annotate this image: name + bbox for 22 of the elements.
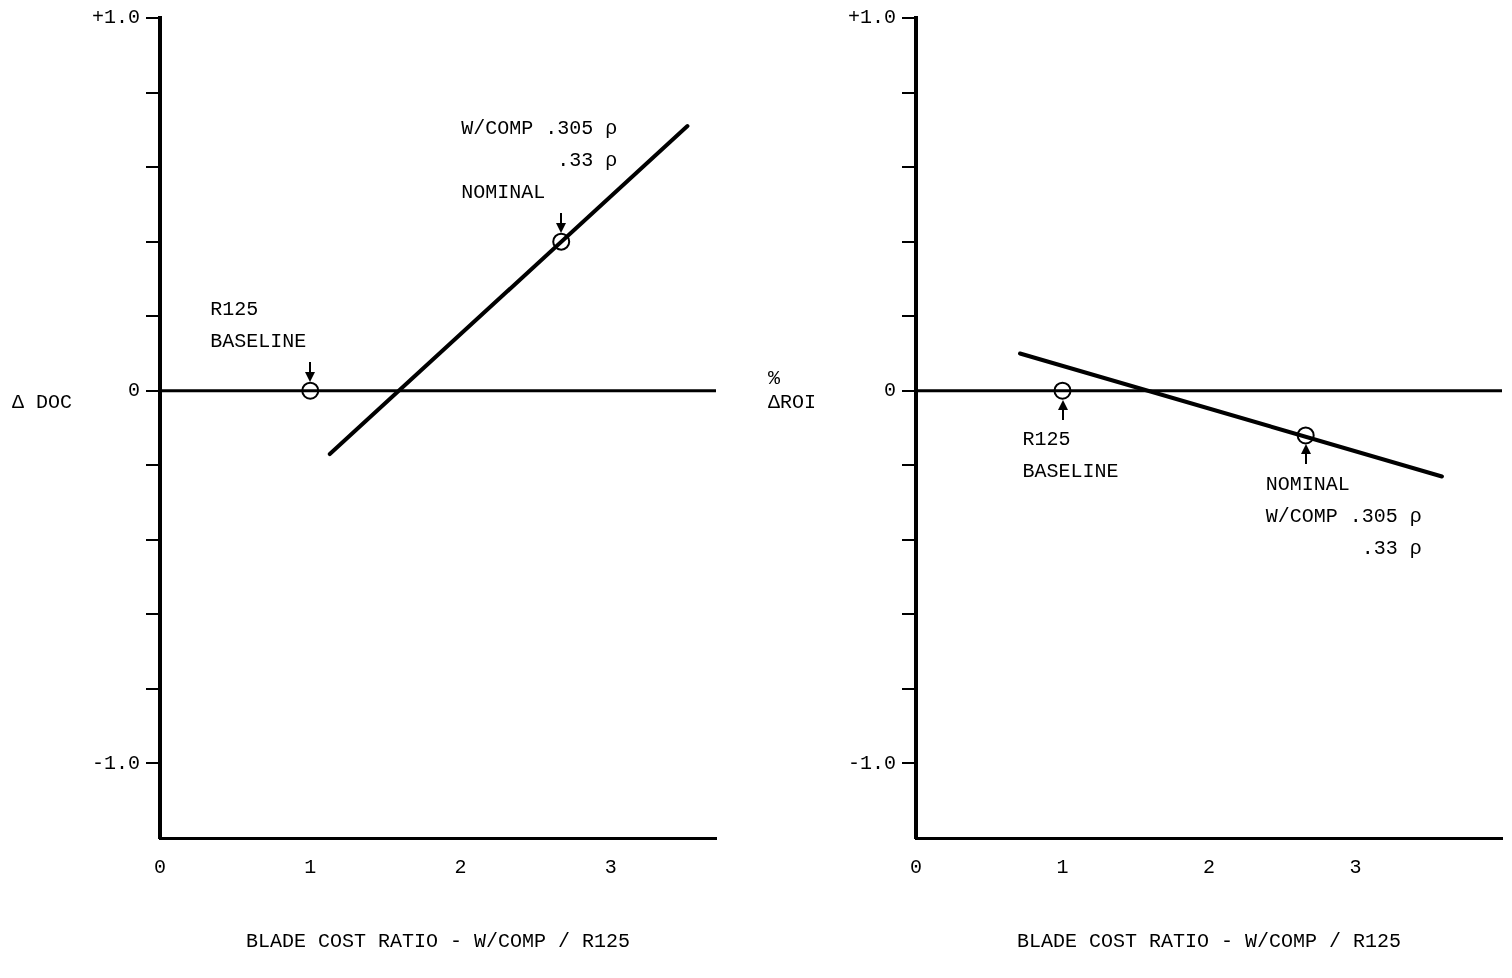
x-tick-label: 2 bbox=[454, 856, 467, 880]
y-tick-label: +1.0 bbox=[847, 6, 896, 30]
x-tick-label: 3 bbox=[1349, 856, 1362, 880]
annotation: NOMINAL W/COMP .305 ρ .33 ρ bbox=[1265, 472, 1422, 560]
x-tick-label: 1 bbox=[1056, 856, 1069, 880]
y-axis-title: % ΔROI bbox=[768, 367, 817, 415]
y-tick-label: +1.0 bbox=[91, 6, 140, 30]
y-tick-label: -1.0 bbox=[91, 751, 140, 775]
x-axis-title: BLADE COST RATIO - W/COMP / R125 bbox=[1016, 930, 1402, 954]
x-tick-label: 3 bbox=[604, 856, 617, 880]
y-tick-label: 0 bbox=[127, 379, 140, 403]
x-tick-label: 0 bbox=[153, 856, 167, 880]
x-axis-title: BLADE COST RATIO - W/COMP / R125 bbox=[245, 930, 631, 954]
y-axis-title: Δ DOC bbox=[12, 391, 73, 415]
annotation: R125 BASELINE bbox=[210, 298, 307, 354]
annotation: W/COMP .305 ρ .33 ρ NOMINAL bbox=[461, 116, 618, 204]
y-tick-label: 0 bbox=[883, 379, 896, 403]
x-tick-label: 2 bbox=[1202, 856, 1216, 880]
x-tick-label: 1 bbox=[304, 856, 317, 880]
x-tick-label: 0 bbox=[909, 856, 923, 880]
y-tick-label: -1.0 bbox=[847, 751, 896, 775]
annotation: R125 BASELINE bbox=[1022, 428, 1119, 484]
